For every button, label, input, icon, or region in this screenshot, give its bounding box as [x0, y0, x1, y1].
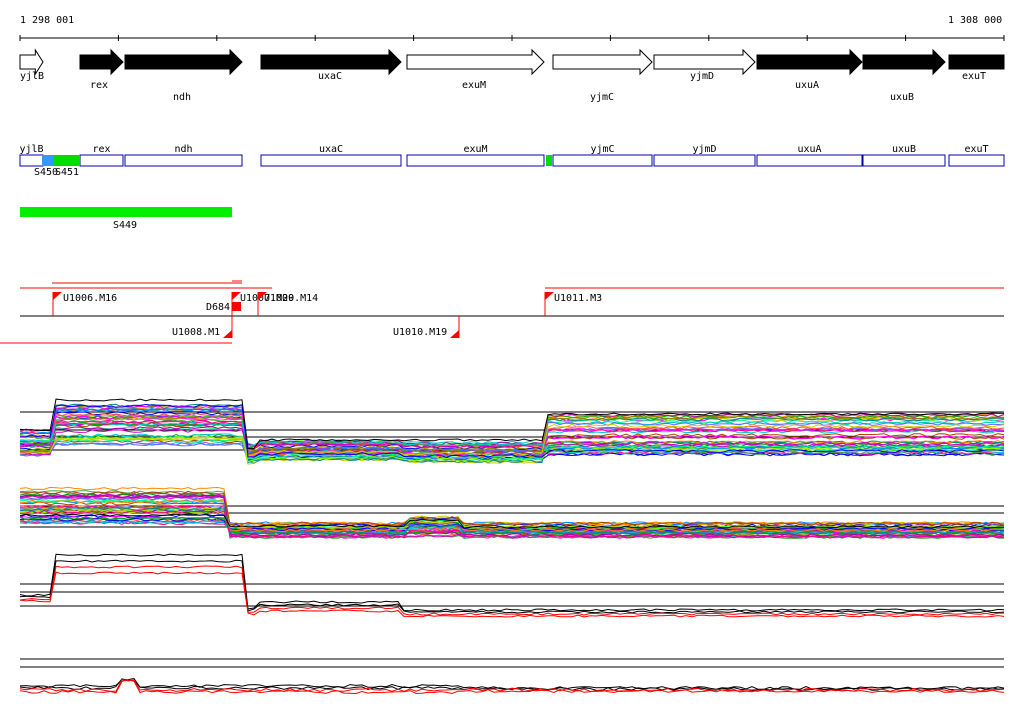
ruler-end-coordinate: 1 308 000: [948, 15, 1002, 26]
gene-box-uxub[interactable]: [862, 154, 946, 167]
marker-label-m1[interactable]: U1008.M1: [172, 327, 220, 338]
expression-profile-line: [19, 679, 1005, 695]
ruler-start-coordinate: 1 298 001: [20, 15, 74, 26]
gene-box-label-uxub: uxuB: [892, 144, 916, 155]
segment-small-green-bar[interactable]: [546, 155, 552, 166]
expression-profile-line: [19, 678, 1005, 693]
segment-s449-bar[interactable]: [20, 207, 232, 217]
expression-profile-line: [19, 517, 1005, 532]
gene-arrow-yjlb[interactable]: [19, 48, 44, 76]
gene-arrow-exum[interactable]: [406, 48, 545, 76]
marker-flag-m19[interactable]: [450, 330, 459, 338]
gene-box-label-rex: rex: [93, 144, 111, 155]
gene-box-track: yjlB rex ndh uxaC exuM yjmC yjmD uxuA uxuB exuT: [19, 144, 1005, 167]
expression-profile-line: [19, 423, 1005, 454]
marker-flag-m20[interactable]: [232, 292, 241, 300]
gene-arrow-yjmc[interactable]: [552, 48, 653, 76]
gene-box-label-exut: exuT: [965, 144, 989, 155]
gene-arrow-exut[interactable]: [948, 54, 1005, 70]
gene-box-exum[interactable]: [406, 154, 545, 167]
expression-profile-line: [20, 490, 1005, 526]
gene-box-ndh[interactable]: [124, 154, 243, 167]
expression-panel-4: [19, 658, 1005, 695]
marker-track: U1006.M16 D684 U1007.M20 U1009.M14 U1011…: [0, 280, 1004, 344]
marker-label-m16[interactable]: U1006.M16: [63, 293, 117, 304]
gene-box-label-exum: exuM: [464, 144, 488, 155]
gene-arrow-ndh[interactable]: [124, 48, 243, 76]
expression-profile-line: [19, 553, 1005, 612]
gene-label-yjlb: yjlB: [20, 71, 44, 82]
gene-label-uxub: uxuB: [890, 92, 914, 103]
segment-s450-bar[interactable]: [42, 155, 53, 166]
segment-s449-label: S449: [113, 220, 137, 231]
expression-profile-line: [19, 513, 1005, 529]
coordinate-ruler: 1 298 001 1 308 000: [19, 15, 1005, 41]
gene-arrow-uxac[interactable]: [260, 48, 402, 76]
gene-box-label-ndh: ndh: [175, 144, 193, 155]
gene-box-label-yjlb: yjlB: [20, 144, 44, 155]
expression-profile-line: [19, 507, 1005, 536]
expression-profile-line: [19, 571, 1005, 618]
expression-profile-line: [19, 565, 1005, 616]
expression-profile-line: [19, 405, 1005, 458]
segment-s451-bar[interactable]: [53, 155, 80, 166]
expression-profile-line: [19, 403, 1005, 458]
gene-label-exut: exuT: [962, 71, 986, 82]
marker-label-m19[interactable]: U1010.M19: [393, 327, 447, 338]
gene-label-exum: exuM: [462, 80, 486, 91]
expression-profile-line: [19, 418, 1005, 456]
gene-arrow-uxub[interactable]: [862, 48, 946, 76]
expression-profile-line: [19, 494, 1005, 539]
gene-label-yjmd: yjmD: [690, 71, 714, 82]
expression-profile-line: [19, 398, 1005, 449]
expression-profile-line: [19, 559, 1005, 614]
expression-panel-1: [19, 398, 1005, 465]
expression-profile-line: [19, 412, 1005, 454]
marker-d684-box[interactable]: [232, 302, 241, 311]
gene-label-uxac: uxaC: [318, 71, 342, 82]
expression-profile-line: [19, 407, 1005, 464]
gene-arrow-yjmd[interactable]: [653, 48, 756, 76]
marker-label-m20[interactable]: U1007.M20: [240, 293, 294, 304]
expression-profile-line: [19, 510, 1005, 539]
gene-label-rex: rex: [90, 80, 108, 91]
gene-box-label-uxac: uxaC: [319, 144, 343, 155]
gene-box-yjmc[interactable]: [552, 154, 653, 167]
gene-label-yjmc: yjmC: [590, 92, 614, 103]
marker-flag-m14[interactable]: [258, 292, 267, 300]
gene-box-label-yjmc: yjmC: [591, 144, 615, 155]
marker-label-m14[interactable]: U1009.M14: [264, 293, 318, 304]
marker-label-d684[interactable]: D684: [206, 302, 230, 313]
marker-flag-m3[interactable]: [545, 292, 554, 300]
expression-profile-line: [19, 419, 1005, 460]
gene-box-label-yjmd: yjmD: [693, 144, 717, 155]
gene-box-yjmd[interactable]: [653, 154, 756, 167]
gene-box-label-uxua: uxuA: [798, 144, 822, 155]
expression-profile-line: [19, 423, 1005, 457]
gene-box-exut[interactable]: [948, 154, 1005, 167]
expression-profile-line: [19, 678, 1005, 692]
marker-label-m3[interactable]: U1011.M3: [554, 293, 602, 304]
expression-profile-line: [19, 499, 1004, 533]
gene-label-uxua: uxuA: [795, 80, 819, 91]
gene-label-ndh: ndh: [173, 92, 191, 103]
expression-panel-2: [19, 486, 1005, 540]
gene-arrow-rex[interactable]: [79, 48, 124, 76]
marker-flag-m1[interactable]: [223, 330, 232, 338]
segment-track: S450 S451 S449: [20, 155, 552, 231]
gene-box-uxua[interactable]: [756, 154, 863, 167]
ruler-ticks: [19, 35, 1005, 41]
gene-arrow-uxua[interactable]: [756, 48, 863, 76]
gene-box-uxac[interactable]: [260, 154, 402, 167]
segment-s451-label: S451: [55, 167, 79, 178]
segment-s450-label: S450: [34, 167, 58, 178]
gene-box-yjlb[interactable]: [19, 154, 44, 167]
marker-flag-m16[interactable]: [53, 292, 62, 300]
gene-arrow-track: yjlB rex ndh uxaC exuM yjmC yjmD uxuA uxuB exuT: [19, 48, 1005, 103]
expression-panel-3: [19, 553, 1005, 618]
gene-box-rex[interactable]: [79, 154, 124, 167]
